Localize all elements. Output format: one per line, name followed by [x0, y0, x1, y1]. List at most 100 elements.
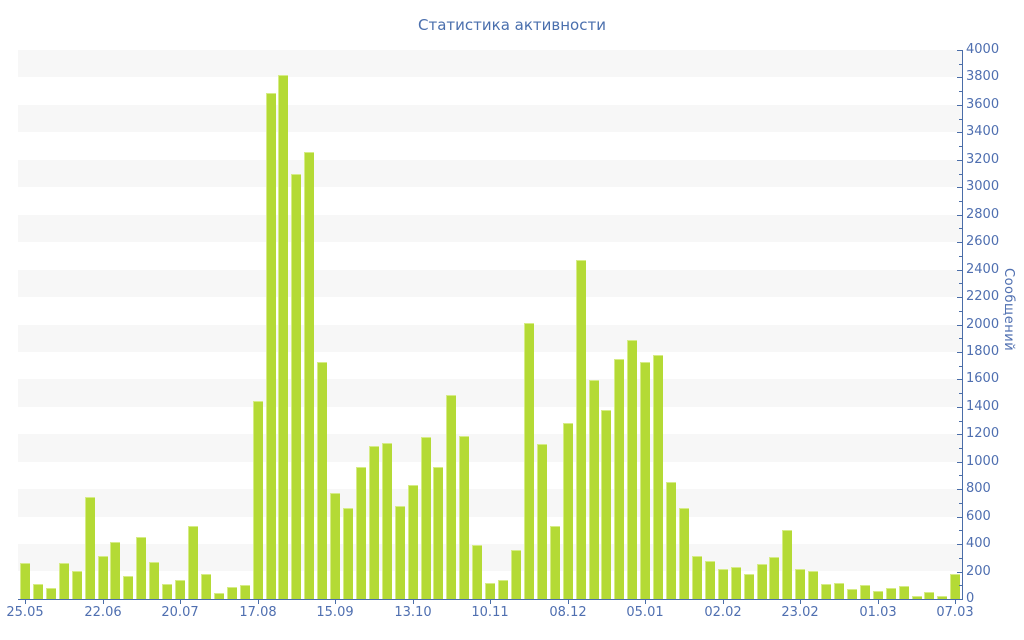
- x-tick-label: 05.01: [626, 605, 664, 620]
- bar: [253, 401, 263, 599]
- y-tick-mark: [959, 283, 962, 284]
- y-tick-mark: [959, 146, 962, 147]
- bar: [498, 580, 508, 599]
- x-tick-label: 07.03: [936, 605, 974, 620]
- y-tick-mark: [959, 311, 962, 312]
- bar: [937, 596, 947, 599]
- y-tick-mark: [957, 489, 962, 490]
- y-tick-mark: [959, 503, 962, 504]
- bar: [46, 588, 56, 599]
- bar: [343, 508, 353, 599]
- x-tick-mark: [180, 600, 181, 604]
- bar: [317, 362, 327, 599]
- bar: [421, 437, 431, 599]
- bar: [899, 586, 909, 599]
- bar: [821, 584, 831, 599]
- bar: [731, 567, 741, 599]
- grid-band: [18, 434, 962, 462]
- bar: [860, 585, 870, 599]
- bar: [395, 506, 405, 599]
- y-tick-mark: [959, 256, 962, 257]
- bar: [110, 542, 120, 599]
- bar: [511, 550, 521, 599]
- y-tick-label: 1200: [966, 426, 1000, 441]
- x-tick-label: 20.07: [161, 605, 199, 620]
- bar: [20, 563, 30, 599]
- x-tick-mark: [878, 600, 879, 604]
- grid-band: [18, 104, 962, 133]
- bar: [847, 589, 857, 599]
- bar: [162, 584, 172, 599]
- bar: [356, 467, 366, 599]
- bar: [769, 557, 779, 599]
- y-axis-line: [962, 50, 963, 600]
- x-tick-mark: [490, 600, 491, 604]
- bar: [744, 574, 754, 599]
- y-tick-mark: [959, 585, 962, 586]
- grid-band: [18, 50, 962, 78]
- y-tick-mark: [957, 572, 962, 573]
- bar: [188, 526, 198, 599]
- x-tick-label: 13.10: [394, 605, 432, 620]
- y-tick-mark: [959, 366, 962, 367]
- y-tick-mark: [957, 270, 962, 271]
- bar: [149, 562, 159, 599]
- y-tick-label: 3400: [966, 124, 1000, 139]
- bar: [485, 583, 495, 599]
- bar: [886, 588, 896, 599]
- x-axis-line: [18, 599, 963, 600]
- y-tick-mark: [957, 105, 962, 106]
- bar: [924, 592, 934, 599]
- grid-band: [18, 159, 962, 188]
- bar: [563, 423, 573, 599]
- x-tick-label: 17.08: [239, 605, 277, 620]
- x-tick-label: 02.02: [704, 605, 742, 620]
- bar: [382, 443, 392, 599]
- y-tick-mark: [957, 462, 962, 463]
- bar: [537, 444, 547, 599]
- bar: [873, 591, 883, 599]
- y-tick-label: 600: [966, 509, 991, 524]
- bar: [808, 571, 818, 599]
- y-tick-mark: [959, 558, 962, 559]
- x-tick-mark: [568, 600, 569, 604]
- y-tick-label: 2800: [966, 207, 1000, 222]
- y-tick-mark: [957, 407, 962, 408]
- x-tick-label: 23.02: [781, 605, 819, 620]
- y-tick-mark: [957, 434, 962, 435]
- y-tick-label: 3000: [966, 179, 1000, 194]
- grid-band: [18, 379, 962, 407]
- bar: [201, 574, 211, 599]
- bar: [214, 593, 224, 599]
- y-tick-mark: [957, 215, 962, 216]
- bar: [291, 174, 301, 599]
- bar: [85, 497, 95, 599]
- bar: [679, 508, 689, 599]
- x-tick-label: 08.12: [549, 605, 587, 620]
- x-tick-mark: [25, 600, 26, 604]
- y-tick-mark: [957, 352, 962, 353]
- bar: [912, 596, 922, 599]
- bar: [627, 340, 637, 599]
- bar: [240, 585, 250, 599]
- bar: [408, 485, 418, 599]
- x-tick-label: 25.05: [6, 605, 44, 620]
- bar: [705, 561, 715, 599]
- bar: [653, 355, 663, 599]
- y-tick-mark: [957, 544, 962, 545]
- bar: [472, 545, 482, 599]
- y-tick-label: 1600: [966, 371, 1000, 386]
- bar: [640, 362, 650, 599]
- y-tick-mark: [959, 448, 962, 449]
- y-tick-mark: [957, 132, 962, 133]
- y-tick-mark: [959, 421, 962, 422]
- bar: [666, 482, 676, 599]
- y-tick-mark: [957, 160, 962, 161]
- y-tick-mark: [959, 91, 962, 92]
- y-tick-mark: [959, 393, 962, 394]
- y-tick-mark: [957, 599, 962, 600]
- y-tick-label: 1800: [966, 344, 1000, 359]
- x-tick-label: 10.11: [471, 605, 509, 620]
- x-tick-mark: [335, 600, 336, 604]
- bar: [330, 493, 340, 599]
